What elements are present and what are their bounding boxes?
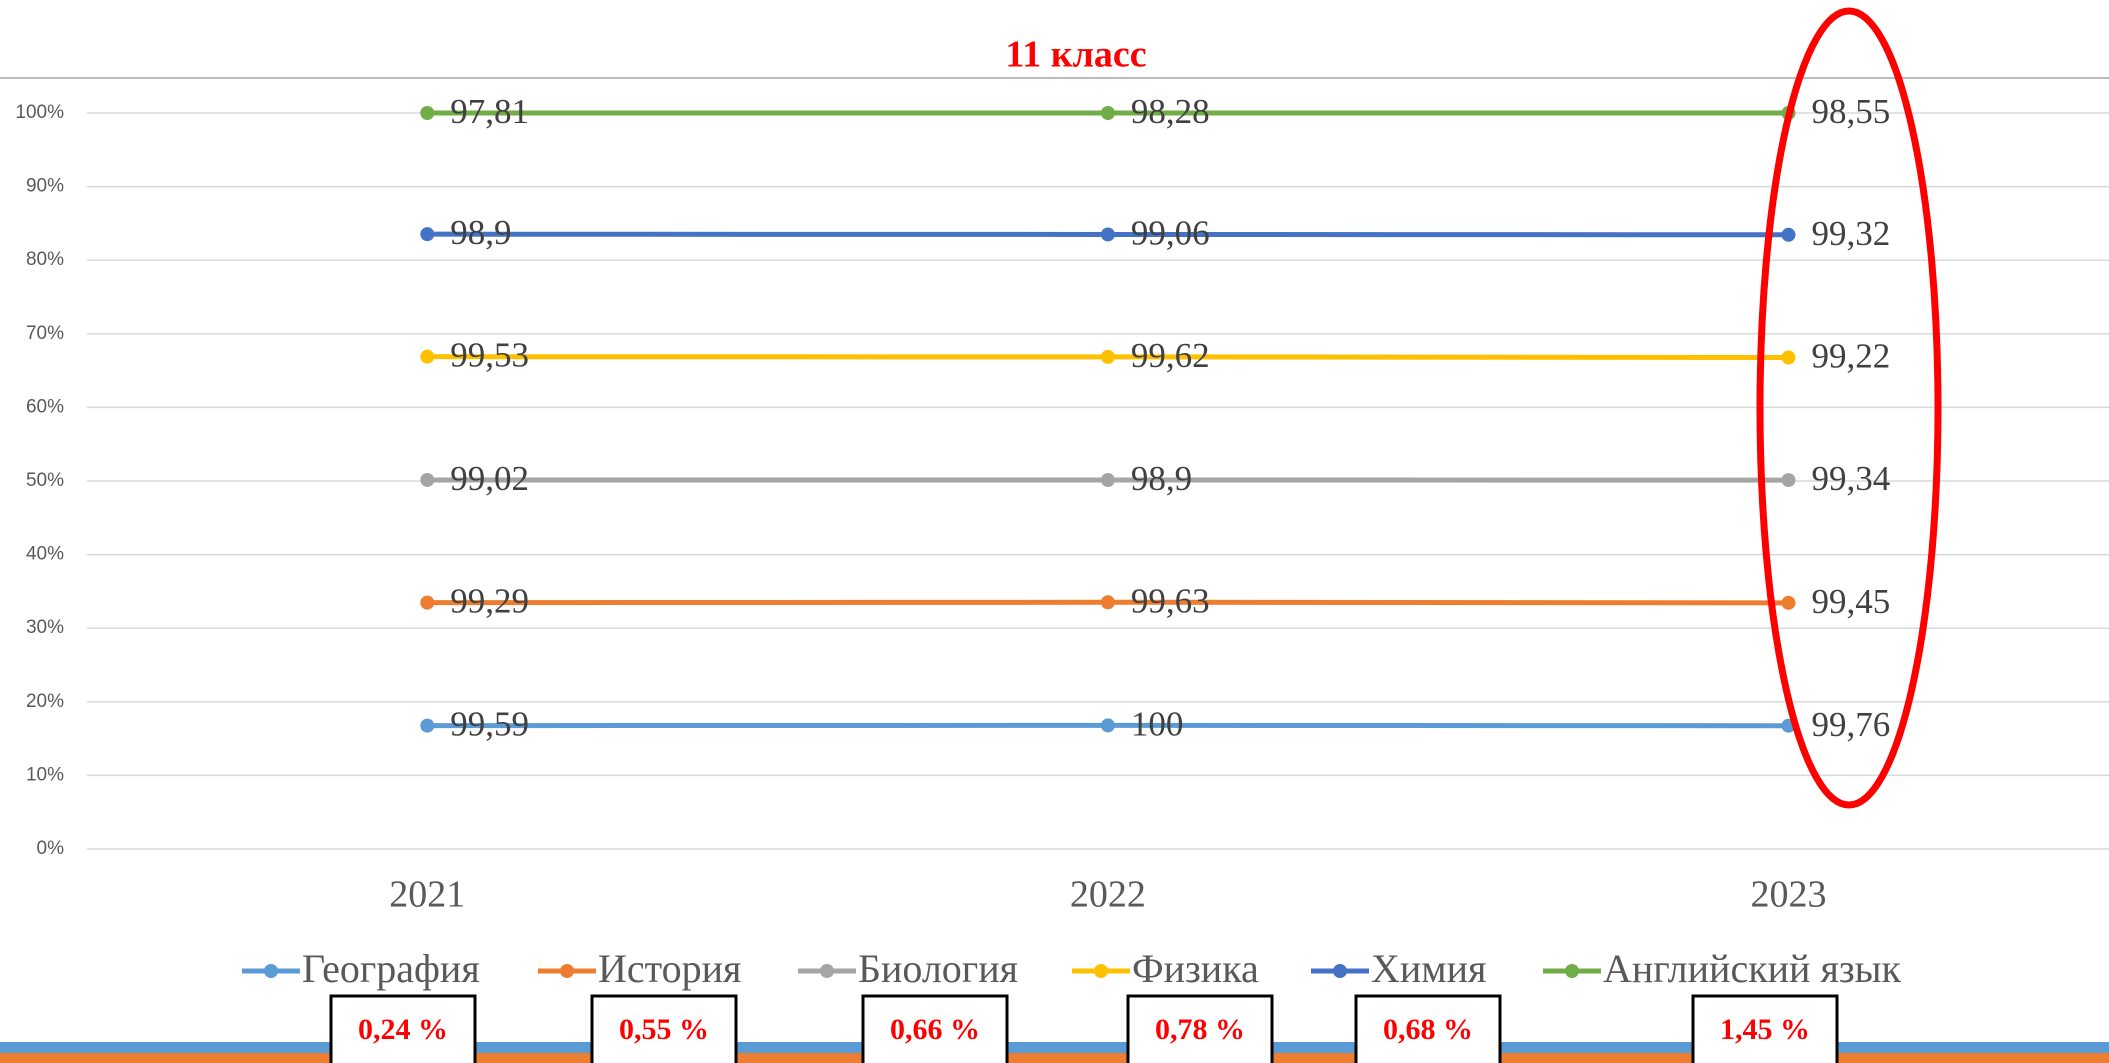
point (420, 349, 435, 364)
data-label: 99,45 (1812, 582, 1891, 621)
legend-marker (1094, 964, 1108, 978)
annotation: 0,78 % (1155, 1013, 1245, 1046)
legend-label: История (598, 946, 741, 991)
point (1781, 473, 1796, 488)
annotation: 0,68 % (1383, 1013, 1473, 1046)
data-label: 98,55 (1812, 92, 1891, 131)
y-tick-label: 60% (26, 396, 64, 417)
data-label: 99,32 (1812, 214, 1891, 253)
legend-label: География (302, 946, 480, 991)
legend-label: Физика (1132, 946, 1259, 991)
y-tick-label: 20% (26, 691, 64, 712)
point (1100, 227, 1115, 242)
legend-label: Английский язык (1603, 946, 1902, 991)
point (1100, 106, 1115, 120)
point (420, 595, 435, 610)
highlight-ellipse (1756, 7, 1942, 809)
point (1781, 227, 1796, 242)
data-label: 99,34 (1812, 459, 1891, 498)
legend-marker (1333, 964, 1347, 978)
point (1781, 350, 1796, 365)
legend-marker (560, 964, 574, 978)
stripe-orange (0, 1053, 2109, 1063)
y-tick-label: 30% (26, 617, 64, 638)
y-tick-label: 50% (26, 470, 64, 491)
data-label: 99,29 (450, 582, 529, 621)
point (1100, 718, 1115, 733)
annotation-box (1126, 994, 1274, 1063)
annotation: 0,66 % (890, 1013, 980, 1046)
annotation-box (1691, 994, 1839, 1063)
y-tick-label: 10% (26, 764, 64, 785)
y-tick-label: 40% (26, 544, 64, 565)
legend-marker (1565, 964, 1579, 978)
y-tick-label: 80% (26, 249, 64, 270)
point (1100, 473, 1115, 488)
annotation: 1,45 % (1720, 1013, 1810, 1046)
point (420, 227, 435, 242)
point (420, 718, 435, 733)
x-tick-label: 2021 (389, 874, 465, 916)
data-label: 97,81 (450, 92, 529, 131)
y-tick-label: 70% (26, 323, 64, 344)
annotation: 0,55 % (619, 1013, 709, 1046)
data-label: 99,22 (1812, 337, 1891, 376)
legend-marker (820, 964, 834, 978)
data-label: 99,02 (450, 459, 529, 498)
legend-label: Биология (858, 946, 1018, 991)
y-tick-label: 90% (26, 176, 64, 197)
data-label: 99,06 (1131, 214, 1210, 253)
annotation-box (329, 994, 477, 1063)
legend-marker (264, 964, 278, 978)
point (1100, 349, 1115, 364)
data-label: 99,59 (450, 705, 529, 744)
data-label: 98,9 (1131, 459, 1192, 498)
annotation-box (1354, 994, 1502, 1063)
point (1781, 595, 1796, 610)
annotation: 0,24 % (358, 1013, 448, 1046)
annotation-box (590, 994, 738, 1063)
point (420, 472, 435, 487)
annotation-box (861, 994, 1009, 1063)
data-label: 99,53 (450, 336, 529, 375)
x-tick-label: 2022 (1070, 874, 1146, 916)
x-tick-label: 2023 (1751, 874, 1827, 916)
data-label: 98,28 (1131, 92, 1210, 131)
data-label: 98,9 (450, 213, 511, 252)
legend-label: Химия (1371, 946, 1486, 991)
y-tick-label: 0% (37, 838, 65, 859)
data-label: 100 (1131, 704, 1184, 743)
point (1100, 595, 1115, 610)
y-tick-label: 100% (15, 102, 64, 123)
point (420, 106, 435, 120)
data-label: 99,62 (1131, 336, 1210, 375)
chart-title: 11 класс (1005, 34, 1146, 76)
data-label: 99,76 (1812, 705, 1891, 744)
data-label: 99,63 (1131, 581, 1210, 620)
stripe-blue (0, 1042, 2109, 1053)
